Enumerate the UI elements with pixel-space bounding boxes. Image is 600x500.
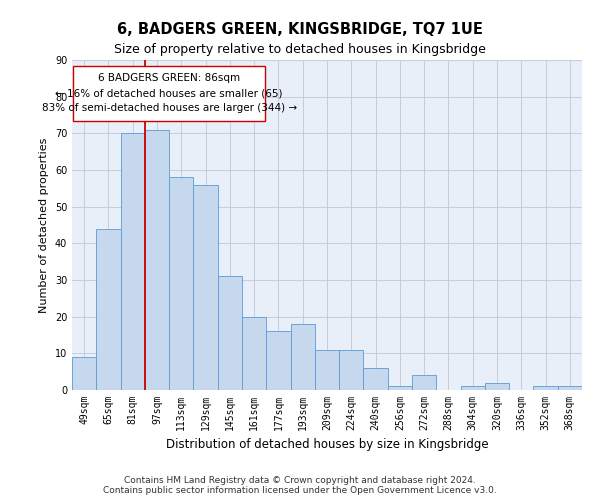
Bar	[339, 350, 364, 390]
Bar	[290, 324, 315, 390]
Bar	[242, 316, 266, 390]
Bar	[485, 382, 509, 390]
Text: 6 BADGERS GREEN: 86sqm: 6 BADGERS GREEN: 86sqm	[98, 72, 240, 83]
Bar	[364, 368, 388, 390]
Bar	[169, 178, 193, 390]
Bar	[388, 386, 412, 390]
Bar	[412, 376, 436, 390]
Text: Size of property relative to detached houses in Kingsbridge: Size of property relative to detached ho…	[114, 42, 486, 56]
Bar	[558, 386, 582, 390]
FancyBboxPatch shape	[73, 66, 265, 120]
Bar	[145, 130, 169, 390]
Y-axis label: Number of detached properties: Number of detached properties	[39, 138, 49, 312]
X-axis label: Distribution of detached houses by size in Kingsbridge: Distribution of detached houses by size …	[166, 438, 488, 452]
Bar	[72, 357, 96, 390]
Text: 6, BADGERS GREEN, KINGSBRIDGE, TQ7 1UE: 6, BADGERS GREEN, KINGSBRIDGE, TQ7 1UE	[117, 22, 483, 38]
Text: ← 16% of detached houses are smaller (65): ← 16% of detached houses are smaller (65…	[55, 88, 283, 98]
Bar	[315, 350, 339, 390]
Bar	[533, 386, 558, 390]
Text: Contains public sector information licensed under the Open Government Licence v3: Contains public sector information licen…	[103, 486, 497, 495]
Text: 83% of semi-detached houses are larger (344) →: 83% of semi-detached houses are larger (…	[41, 104, 297, 114]
Bar	[266, 332, 290, 390]
Bar	[96, 228, 121, 390]
Bar	[461, 386, 485, 390]
Bar	[218, 276, 242, 390]
Bar	[193, 184, 218, 390]
Bar	[121, 134, 145, 390]
Text: Contains HM Land Registry data © Crown copyright and database right 2024.: Contains HM Land Registry data © Crown c…	[124, 476, 476, 485]
